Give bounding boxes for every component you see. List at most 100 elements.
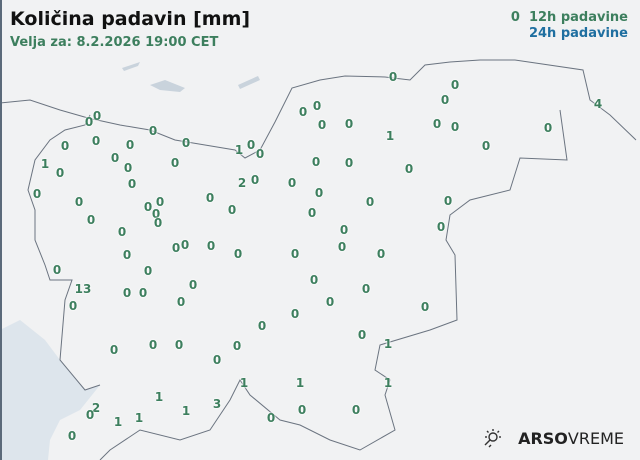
station-value: 0 xyxy=(450,120,460,134)
station-value: 1 xyxy=(295,376,305,390)
station-value: 0 xyxy=(290,247,300,261)
station-value: 0 xyxy=(67,429,77,443)
station-value: 1 xyxy=(181,404,191,418)
station-value: 0 xyxy=(52,263,62,277)
station-value: 0 xyxy=(117,225,127,239)
station-value: 0 xyxy=(361,282,371,296)
station-value: 3 xyxy=(212,397,222,411)
station-value: 0 xyxy=(125,138,135,152)
station-value: 0 xyxy=(481,139,491,153)
station-value: 0 xyxy=(404,162,414,176)
station-value: 0 xyxy=(351,403,361,417)
lake xyxy=(122,62,140,71)
station-value: 0 xyxy=(170,156,180,170)
station-value: 0 xyxy=(312,99,322,113)
station-value: 0 xyxy=(123,161,133,175)
station-value: 0 xyxy=(176,295,186,309)
station-value: 0 xyxy=(314,186,324,200)
station-value: 1 xyxy=(383,337,393,351)
station-value: 0 xyxy=(443,194,453,208)
station-value: 1 xyxy=(154,390,164,404)
station-value: 0 xyxy=(68,299,78,313)
arso-logo: ARSOVREME xyxy=(482,428,624,448)
station-value: 0 xyxy=(337,240,347,254)
station-value: 1 xyxy=(234,143,244,157)
station-value: 0 xyxy=(436,220,446,234)
station-value: 0 xyxy=(174,338,184,352)
station-value: 1 xyxy=(385,129,395,143)
station-value: 0 xyxy=(91,134,101,148)
station-value: 0 xyxy=(388,70,398,84)
station-value: 0 xyxy=(212,353,222,367)
legend-12h: 0 12h padavine xyxy=(511,10,628,26)
station-value: 0 xyxy=(344,156,354,170)
station-value: 1 xyxy=(40,157,50,171)
map-title: Količina padavin [mm] xyxy=(10,8,251,30)
station-value: 0 xyxy=(365,195,375,209)
station-value: 0 xyxy=(543,121,553,135)
lake xyxy=(238,76,260,89)
station-value: 0 xyxy=(290,307,300,321)
station-value: 0 xyxy=(205,191,215,205)
station-value: 0 xyxy=(309,273,319,287)
station-value: 0 xyxy=(92,109,102,123)
station-value: 0 xyxy=(74,195,84,209)
station-value: 0 xyxy=(138,286,148,300)
logo-vreme: VREME xyxy=(567,428,624,448)
station-value: 0 xyxy=(298,105,308,119)
station-value: 1 xyxy=(113,415,123,429)
station-value: 0 xyxy=(148,124,158,138)
legend-24h-label: 24h padavine xyxy=(528,26,628,41)
station-value: 0 xyxy=(85,408,95,422)
station-value: 1 xyxy=(239,376,249,390)
station-value: 1 xyxy=(134,411,144,425)
station-value: 0 xyxy=(171,241,181,255)
station-value: 0 xyxy=(143,200,153,214)
station-value: 0 xyxy=(246,138,256,152)
legend-12h-label: 12h padavine xyxy=(528,10,628,25)
station-value: 0 xyxy=(122,248,132,262)
station-value: 0 xyxy=(450,78,460,92)
station-value: 0 xyxy=(317,118,327,132)
station-value: 0 xyxy=(266,411,276,425)
station-value: 0 xyxy=(181,136,191,150)
station-value: 1 xyxy=(383,376,393,390)
station-value: 0 xyxy=(153,216,163,230)
station-value: 0 xyxy=(188,278,198,292)
station-value: 0 xyxy=(86,213,96,227)
station-value: 0 xyxy=(307,206,317,220)
sun-rain-icon xyxy=(484,429,502,448)
station-value: 0 xyxy=(55,166,65,180)
station-value: 0 xyxy=(357,328,367,342)
valid-time: Velja za: 8.2.2026 19:00 CET xyxy=(10,35,219,50)
station-value: 0 xyxy=(255,147,265,161)
station-value: 0 xyxy=(151,207,161,221)
station-value: 0 xyxy=(432,117,442,131)
station-value: 0 xyxy=(127,177,137,191)
station-value: 0 xyxy=(250,173,260,187)
station-value: 0 xyxy=(148,338,158,352)
slovenia-border-west xyxy=(27,114,101,391)
station-value: 0 xyxy=(155,195,165,209)
station-value: 0 xyxy=(180,238,190,252)
legend-12h-sample: 0 xyxy=(510,10,520,25)
station-value: 0 xyxy=(227,203,237,217)
station-value: 0 xyxy=(325,295,335,309)
station-value: 0 xyxy=(232,339,242,353)
station-value: 0 xyxy=(32,187,42,201)
station-value: 0 xyxy=(84,115,94,129)
station-value: 0 xyxy=(143,264,153,278)
station-value: 0 xyxy=(297,403,307,417)
station-value: 0 xyxy=(420,300,430,314)
station-value: 0 xyxy=(376,247,386,261)
sea xyxy=(0,320,100,460)
station-value: 2 xyxy=(91,401,101,415)
slovenia-border-south xyxy=(99,109,568,460)
station-value: 13 xyxy=(74,282,92,296)
station-value: 2 xyxy=(237,176,247,190)
station-value: 0 xyxy=(233,247,243,261)
slovenia-border xyxy=(0,59,637,159)
lake xyxy=(150,80,185,92)
